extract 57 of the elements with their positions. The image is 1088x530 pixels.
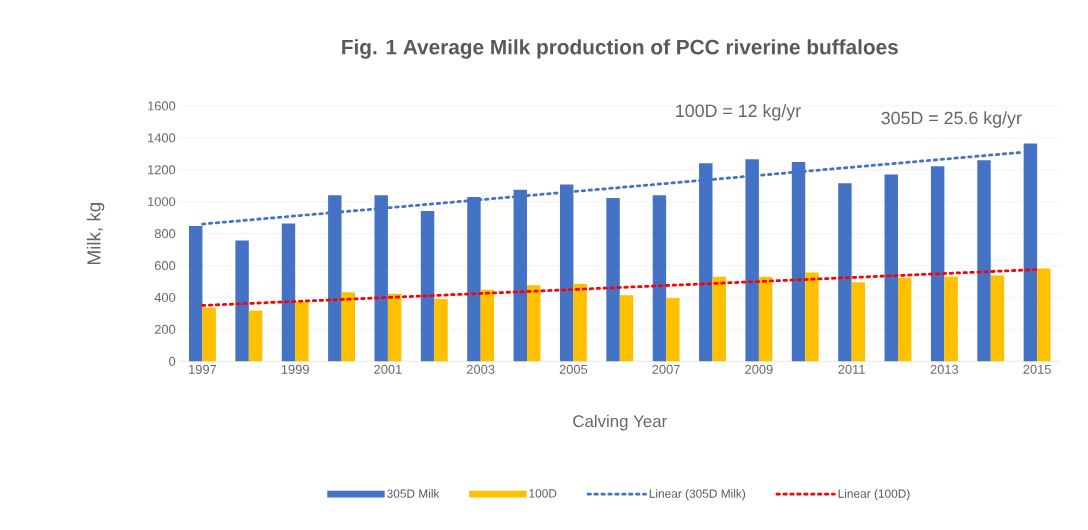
x-axis-title: Calving Year bbox=[573, 414, 667, 431]
y-tick-label: 1600 bbox=[148, 101, 176, 111]
bar bbox=[281, 223, 296, 362]
bar bbox=[387, 293, 402, 362]
annotation: 100D = 12 kg/yr bbox=[676, 104, 801, 121]
y-tick-label: 600 bbox=[154, 261, 176, 271]
legend-label: Linear (100D) bbox=[838, 489, 910, 501]
bar bbox=[897, 278, 912, 362]
bar bbox=[805, 272, 819, 362]
bar bbox=[434, 299, 448, 362]
chart-title: Fig. 1 Average Milk production of PCC riverine buffaloes bbox=[342, 39, 898, 59]
y-axis-title: Milk, kg bbox=[86, 203, 105, 265]
x-tick-label: 2003 bbox=[466, 364, 495, 375]
x-tick-label: 2011 bbox=[838, 364, 865, 375]
bar bbox=[248, 310, 263, 362]
bar bbox=[990, 275, 1005, 362]
y-tick-label: 200 bbox=[154, 325, 176, 335]
y-tick-label: 1200 bbox=[148, 165, 176, 175]
y-tick-label: 400 bbox=[154, 293, 176, 303]
x-tick-label: 2015 bbox=[1023, 364, 1051, 375]
bar bbox=[851, 282, 866, 362]
y-tick-label: 0 bbox=[169, 356, 176, 367]
x-tick-label: 2009 bbox=[745, 364, 773, 375]
x-tick-label: 1997 bbox=[189, 364, 217, 375]
bar bbox=[420, 211, 435, 362]
bar bbox=[758, 276, 773, 362]
x-tick-label: 2001 bbox=[374, 364, 402, 375]
legend-label: 305D Milk bbox=[387, 489, 440, 499]
bar bbox=[573, 283, 587, 362]
annotation: 305D = 25.6 kg/yr bbox=[881, 111, 1022, 128]
bar bbox=[235, 240, 249, 362]
bar bbox=[341, 292, 355, 362]
x-tick-label: 1999 bbox=[281, 364, 309, 375]
x-tick-label: 2005 bbox=[559, 364, 588, 375]
bar bbox=[1023, 143, 1038, 362]
legend-label: 100D bbox=[529, 489, 557, 498]
y-tick-label: 1400 bbox=[148, 133, 176, 143]
x-tick-label: 2007 bbox=[652, 364, 680, 375]
bar bbox=[884, 174, 898, 362]
bar bbox=[930, 166, 945, 362]
bar bbox=[606, 198, 620, 362]
bar bbox=[712, 276, 726, 362]
bar bbox=[666, 298, 680, 362]
bar bbox=[838, 183, 852, 362]
bar bbox=[202, 307, 216, 362]
legend-label: Linear (305D Milk) bbox=[649, 489, 746, 501]
bar bbox=[977, 160, 991, 362]
bar bbox=[527, 285, 541, 362]
x-tick-label: 2013 bbox=[930, 364, 959, 375]
bar bbox=[652, 195, 667, 362]
bar bbox=[480, 289, 495, 362]
y-tick-label: 1000 bbox=[148, 197, 176, 207]
bar bbox=[1037, 268, 1051, 362]
y-tick-label: 800 bbox=[154, 229, 176, 239]
bar bbox=[295, 301, 309, 362]
bar bbox=[619, 295, 634, 362]
bar bbox=[944, 276, 958, 362]
